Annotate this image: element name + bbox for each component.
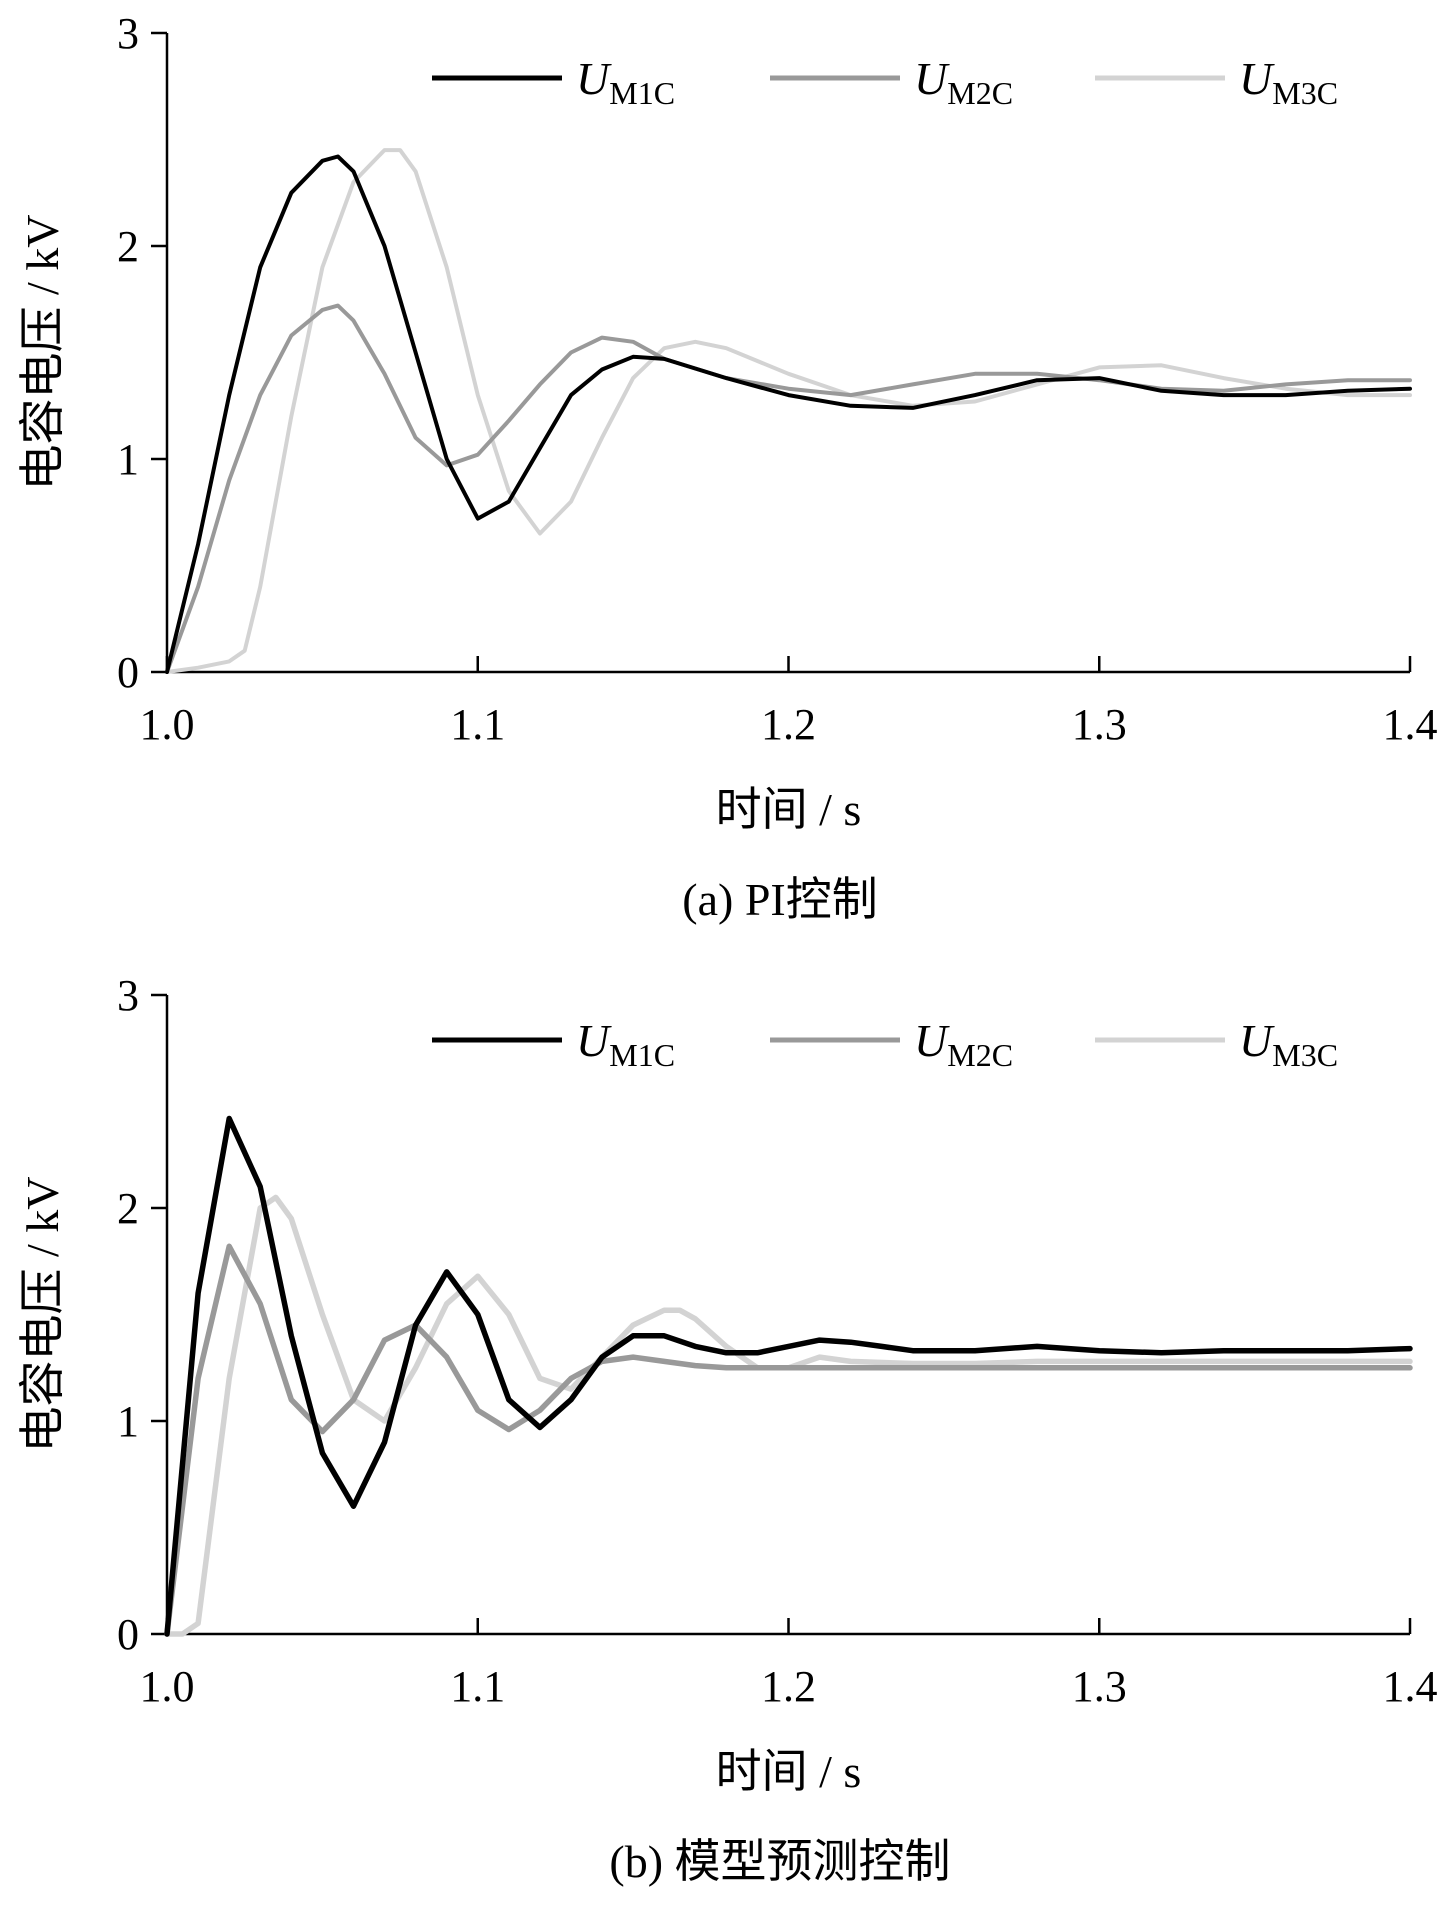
y-axis-title: 电容电压 / kV <box>17 215 68 491</box>
series-line-m3c <box>164 1194 1413 1637</box>
legend-label-m3c: UM3C <box>1239 1015 1338 1073</box>
x-tick-label: 1.0 <box>140 1662 195 1711</box>
legend-label-main: U <box>576 53 612 104</box>
legend-label-m1c: UM1C <box>576 1015 675 1073</box>
series-line-m2c <box>164 1243 1413 1637</box>
legend-label-m2c: UM2C <box>914 53 1013 111</box>
legend-label-subscript: M1C <box>609 1037 675 1073</box>
x-tick-label: 1.2 <box>761 700 816 749</box>
legend-label-m1c: UM1C <box>576 53 675 111</box>
legend-label-m3c: UM3C <box>1239 53 1338 111</box>
legend-label-m2c: UM2C <box>914 1015 1013 1073</box>
figure-caption-a: (a) PI控制 <box>682 874 877 925</box>
series-line-m3c <box>165 148 1412 674</box>
y-axis-title: 电容电压 / kV <box>17 1177 68 1453</box>
x-tick-label: 1.4 <box>1383 1662 1438 1711</box>
x-tick-label: 1.3 <box>1072 1662 1127 1711</box>
x-axis-title: 时间 / s <box>716 1746 862 1797</box>
legend-label-subscript: M2C <box>947 1037 1013 1073</box>
legend-label-subscript: M2C <box>947 75 1013 111</box>
legend-label-main: U <box>1239 53 1275 104</box>
legend-label-main: U <box>914 53 950 104</box>
figure-caption-b: (b) 模型预测控制 <box>609 1836 950 1887</box>
chart-svg-b: 0 1 2 3 1.0 1.1 1.2 1.3 1.4 时间 / s 电容电压 / kV (b) 模型… <box>17 971 1438 1887</box>
y-tick-label: 1 <box>117 435 139 484</box>
x-tick-label: 1.0 <box>140 700 195 749</box>
chart-panel-b: 0 1 2 3 1.0 1.1 1.2 1.3 1.4 时间 / s 电容电压 / kV (b) 模型… <box>0 962 1451 1924</box>
legend-label-main: U <box>914 1015 950 1066</box>
x-axis-title: 时间 / s <box>716 784 862 835</box>
y-tick-label: 0 <box>117 1610 139 1659</box>
chart-panel-a: 0 1 2 3 1.0 1.1 1.2 1.3 1.4 时间 / s 电容电压 / kV (a) PI… <box>0 0 1451 962</box>
y-tick-label: 3 <box>117 9 139 58</box>
x-tick-label: 1.3 <box>1072 700 1127 749</box>
x-tick-label: 1.1 <box>450 1662 505 1711</box>
legend-label-subscript: M3C <box>1272 1037 1338 1073</box>
y-tick-label: 1 <box>117 1397 139 1446</box>
series-line-m2c <box>165 303 1412 674</box>
series-line-m1c <box>165 154 1412 674</box>
x-tick-label: 1.1 <box>450 700 505 749</box>
legend-label-main: U <box>1239 1015 1275 1066</box>
legend-label-main: U <box>576 1015 612 1066</box>
legend-label-subscript: M1C <box>609 75 675 111</box>
x-tick-label: 1.4 <box>1383 700 1438 749</box>
chart-svg-a: 0 1 2 3 1.0 1.1 1.2 1.3 1.4 时间 / s 电容电压 / kV (a) PI… <box>17 9 1438 925</box>
y-tick-label: 0 <box>117 648 139 697</box>
y-tick-label: 2 <box>117 222 139 271</box>
x-tick-label: 1.2 <box>761 1662 816 1711</box>
legend-label-subscript: M3C <box>1272 75 1338 111</box>
y-tick-label: 3 <box>117 971 139 1020</box>
y-tick-label: 2 <box>117 1184 139 1233</box>
series-line-m1c <box>164 1115 1413 1637</box>
